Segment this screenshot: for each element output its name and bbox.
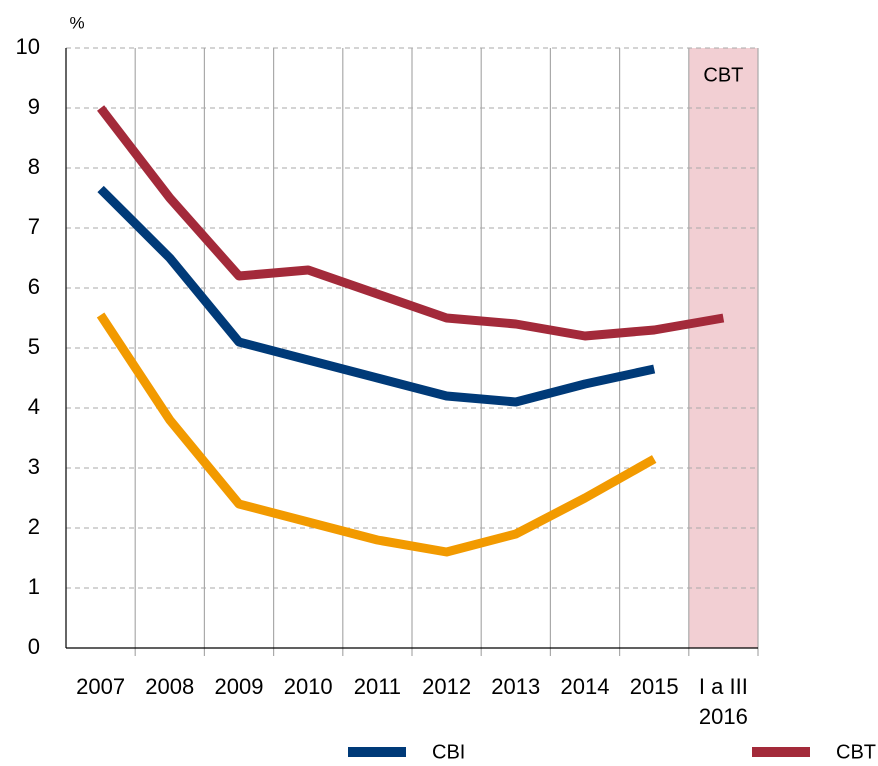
y-tick-label: 2 xyxy=(28,514,40,539)
shade-label: CBT xyxy=(703,64,743,86)
legend-swatch xyxy=(752,747,810,757)
y-tick-label: 0 xyxy=(28,634,40,659)
legend-label: CBI xyxy=(432,741,465,763)
y-tick-label: 9 xyxy=(28,94,40,119)
y-tick-label: 4 xyxy=(28,394,40,419)
x-tick-label: 2008 xyxy=(145,674,195,699)
x-tick-label: 2009 xyxy=(214,674,264,699)
y-unit: % xyxy=(69,13,84,32)
x-tick-label: 2015 xyxy=(629,674,679,699)
series-line xyxy=(96,312,657,557)
y-tick-label: 8 xyxy=(28,154,40,179)
x-tick-label: 2007 xyxy=(76,674,126,699)
x-tick-label: 2014 xyxy=(560,674,610,699)
x-tick-label: I a III 2016 xyxy=(698,674,748,729)
series-line xyxy=(97,185,656,407)
y-tick-label: 1 xyxy=(28,574,40,599)
y-tick-label: 5 xyxy=(28,334,40,359)
y-tick-label: 3 xyxy=(28,454,40,479)
x-tick-label: 2011 xyxy=(353,674,402,699)
legend-swatch xyxy=(348,747,406,757)
y-tick-label: 10 xyxy=(16,34,40,59)
y-tick-label: 7 xyxy=(28,214,40,239)
x-tick-label: 2013 xyxy=(491,674,541,699)
x-tick-label: 2012 xyxy=(422,674,472,699)
x-tick-label: 2010 xyxy=(283,674,333,699)
y-tick-label: 6 xyxy=(28,274,40,299)
legend-label: CBT xyxy=(836,741,876,763)
series-line xyxy=(97,105,725,341)
